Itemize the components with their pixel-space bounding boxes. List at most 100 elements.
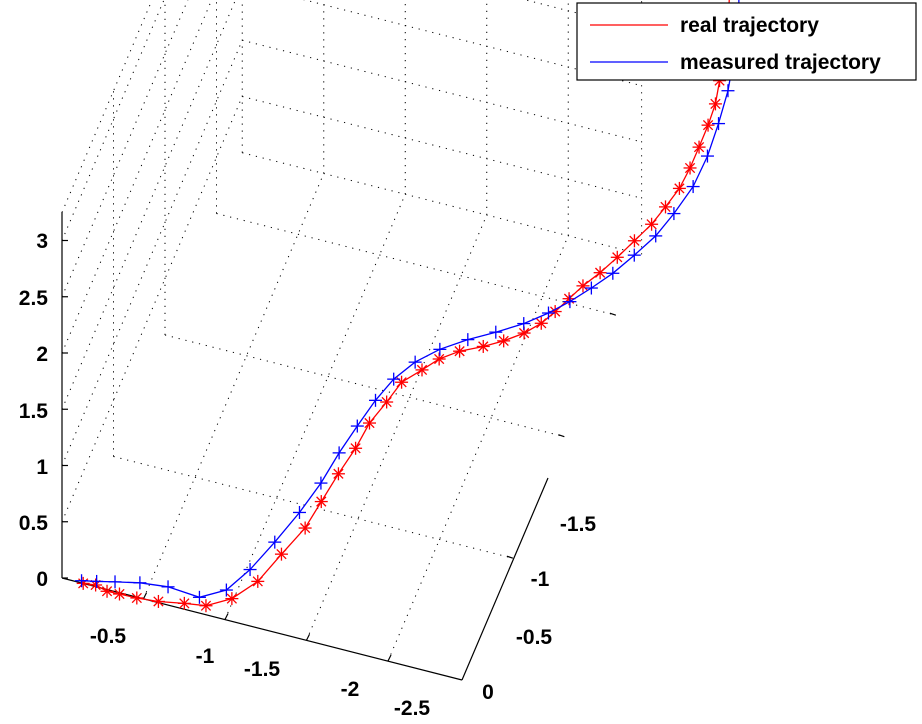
y-axis-line <box>461 477 549 681</box>
real-point <box>645 217 659 231</box>
real-point <box>659 200 672 214</box>
grid-line-z <box>242 96 642 199</box>
real-point <box>593 266 607 280</box>
real-point <box>380 395 394 409</box>
grid-edge <box>242 152 642 255</box>
measured-point <box>627 248 641 262</box>
axes <box>61 212 549 681</box>
real-point <box>177 596 191 610</box>
real-point <box>251 574 265 588</box>
real-point <box>199 599 213 613</box>
measured-point <box>584 281 598 295</box>
measured-point <box>243 563 257 577</box>
real-point <box>112 587 126 601</box>
z-tick-label: 2 <box>36 343 48 366</box>
real-point <box>627 234 641 248</box>
measured-point <box>667 207 681 221</box>
real-point <box>453 344 467 358</box>
x-tick-label: -1.5 <box>244 658 281 681</box>
y-tick-label: -1.5 <box>560 513 597 536</box>
z-tick-label: 3 <box>36 230 48 253</box>
real-point <box>274 547 288 561</box>
real-point <box>497 334 511 348</box>
measured-point <box>461 333 475 347</box>
measured-point <box>541 306 555 320</box>
real-point <box>130 591 144 605</box>
real-point <box>576 279 590 293</box>
measured-point <box>721 84 735 98</box>
tick-mark <box>224 613 229 620</box>
real-point <box>683 161 697 175</box>
legend-label-measured: measured trajectory <box>680 51 881 74</box>
real-point <box>100 584 114 598</box>
grid-line-x <box>387 235 569 662</box>
legend-box <box>576 2 917 81</box>
grid-line-z <box>61 40 243 466</box>
grid-line-y <box>113 456 513 559</box>
grid-line-z <box>303 0 642 87</box>
real-point <box>476 339 490 353</box>
z-tick-label: 0.5 <box>19 512 49 535</box>
grid-line-x <box>143 173 325 599</box>
tick-mark <box>558 434 565 438</box>
real-point <box>701 118 715 132</box>
measured-point <box>387 372 401 386</box>
real-point <box>151 594 165 608</box>
grid-line-y <box>216 213 616 316</box>
real-point <box>432 352 446 366</box>
measured-point <box>192 590 206 604</box>
grid-line-y <box>164 334 565 438</box>
measured-point <box>332 446 346 460</box>
measured-point <box>433 342 447 356</box>
measured-point <box>219 583 233 597</box>
x-tick-label: -2 <box>341 678 360 701</box>
measured-point <box>133 576 147 590</box>
tick-mark <box>305 633 311 641</box>
measured-point <box>369 393 382 407</box>
measured-point <box>563 295 577 309</box>
measured-point <box>700 149 714 163</box>
grid-line-z <box>61 0 237 410</box>
grid-line-z <box>61 96 243 522</box>
measured-point <box>314 476 328 490</box>
tick-mark <box>609 312 617 316</box>
measured-point <box>350 419 364 433</box>
real-point <box>534 316 548 330</box>
real-point <box>225 592 239 606</box>
y-tick-label: -0.5 <box>516 626 553 649</box>
legend: real trajectory measured trajectory <box>576 2 917 81</box>
tick-mark <box>142 592 148 600</box>
real-point <box>395 375 409 389</box>
tick-mark <box>506 555 514 559</box>
grid-line-z <box>61 0 165 241</box>
measured-point <box>108 575 122 589</box>
real-point <box>331 467 345 481</box>
grid-edge <box>61 0 153 213</box>
grid-line-x <box>224 194 406 620</box>
tick-mark <box>387 654 392 662</box>
real-point <box>89 578 103 592</box>
y-tick-label: 0 <box>482 681 494 704</box>
grid-line-z <box>61 0 213 354</box>
real-point <box>672 181 686 195</box>
real-point <box>76 576 90 590</box>
z-tick-label: 2.5 <box>19 287 49 310</box>
grid-line-x <box>306 214 488 641</box>
real-point <box>362 416 376 430</box>
real-point <box>692 140 706 154</box>
series-line-real <box>83 0 730 607</box>
x-axis-line <box>61 577 463 681</box>
real-point <box>298 521 312 535</box>
y-tick-label: -1 <box>531 568 550 591</box>
grid-lines <box>61 0 643 662</box>
measured-point <box>90 574 104 588</box>
grid-line-z <box>524 0 642 30</box>
measured-point <box>292 505 306 519</box>
measured-point <box>161 580 175 594</box>
measured-point <box>649 229 663 243</box>
series-line-measured <box>81 0 740 598</box>
real-point <box>415 363 429 377</box>
measured-point <box>686 180 700 194</box>
x-tick-label: -2.5 <box>394 697 431 720</box>
